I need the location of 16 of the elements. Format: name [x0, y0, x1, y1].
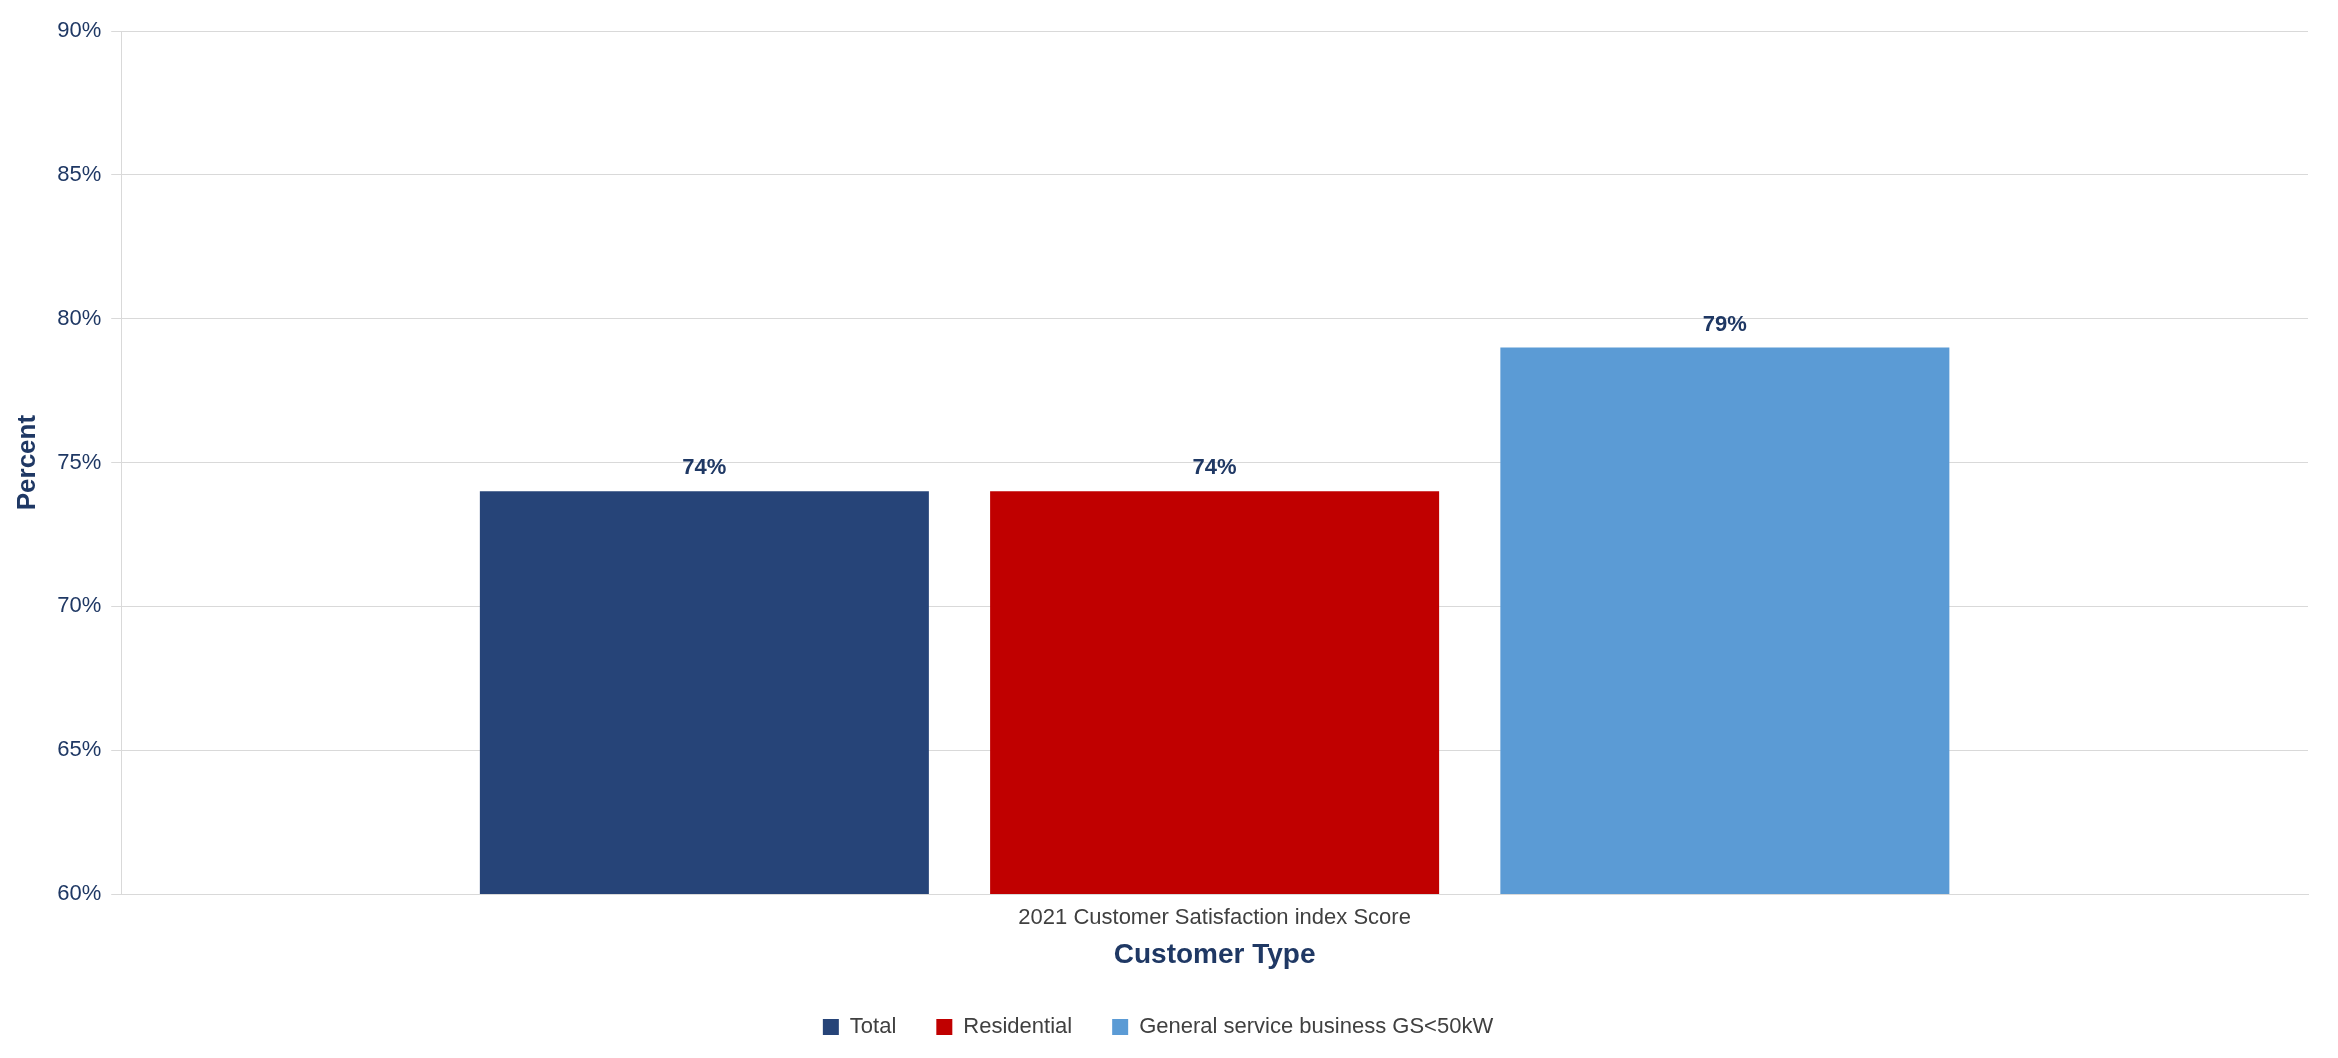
y-tick-label: 85%: [57, 161, 102, 187]
y-tick-label: 75%: [57, 448, 102, 474]
y-tick-label: 60%: [57, 880, 102, 906]
y-tick-label: 65%: [57, 736, 102, 762]
y-axis-title: Percent: [10, 414, 41, 511]
data-label: 74%: [682, 454, 727, 480]
y-tick-label: 80%: [57, 304, 102, 330]
legend-label: Residential: [963, 1013, 1073, 1039]
legend-label: Total: [849, 1013, 897, 1039]
x-tick-label: 2021 Customer Satisfaction index Score: [1018, 904, 1411, 930]
y-tick-label: 90%: [57, 17, 102, 43]
y-tick-label: 70%: [57, 592, 102, 618]
legend-label: General service business GS<50kW: [1139, 1013, 1494, 1039]
x-axis-title: Customer Type: [1113, 937, 1316, 969]
data-label: 79%: [1702, 310, 1747, 336]
data-label: 74%: [1192, 454, 1237, 480]
